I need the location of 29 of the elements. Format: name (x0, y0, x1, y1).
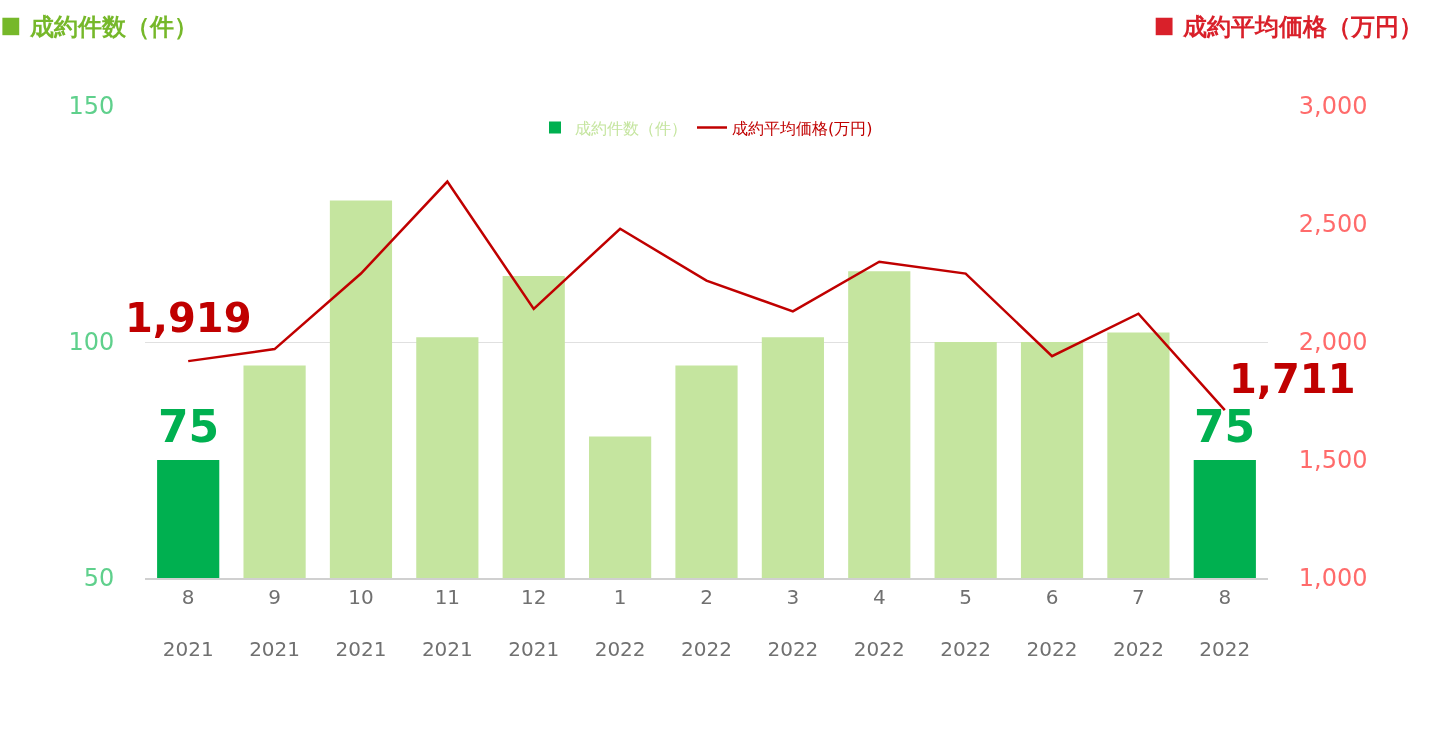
data-label: 1,711 (1229, 356, 1356, 402)
category-label: 6 2022 (1026, 585, 1078, 661)
y2-tick-label: 3,000 (1298, 92, 1368, 121)
y2-tick-label: 1,000 (1298, 564, 1368, 593)
y-tick-label: 50 (83, 564, 115, 593)
y2-tick-label: 1,500 (1298, 446, 1368, 475)
y2-axis-title: 成約平均価格（万円） (1182, 13, 1423, 41)
data-label: 1,919 (125, 295, 252, 341)
y2-tick-label: 2,000 (1298, 328, 1368, 357)
category-label: 5 2022 (940, 585, 992, 661)
category-label: 2 2022 (681, 585, 732, 661)
category-label: 11 2021 (421, 585, 473, 661)
category-label: 8 2022 (1199, 585, 1251, 661)
category-label: 9 2021 (249, 585, 301, 661)
legend-label: 成約平均価格(万円) (732, 118, 873, 138)
data-label: 75 (158, 401, 220, 452)
category-label: 3 2022 (767, 585, 819, 661)
category-label: 1 2022 (594, 585, 646, 661)
y2-tick-label: 2,500 (1298, 210, 1368, 239)
legend-label: 成約件数（件） (575, 118, 687, 138)
y-tick-label: 150 (68, 92, 115, 121)
category-label: 10 2021 (335, 585, 387, 661)
category-label: 8 2021 (162, 585, 214, 661)
category-label: 12 2021 (508, 585, 560, 661)
category-label: 4 2022 (853, 585, 905, 661)
y-tick-label: 100 (68, 328, 115, 357)
y-axis-title: 成約件数（件） (29, 13, 198, 41)
data-label: 75 (1194, 401, 1256, 452)
category-label: 7 2022 (1112, 585, 1164, 661)
